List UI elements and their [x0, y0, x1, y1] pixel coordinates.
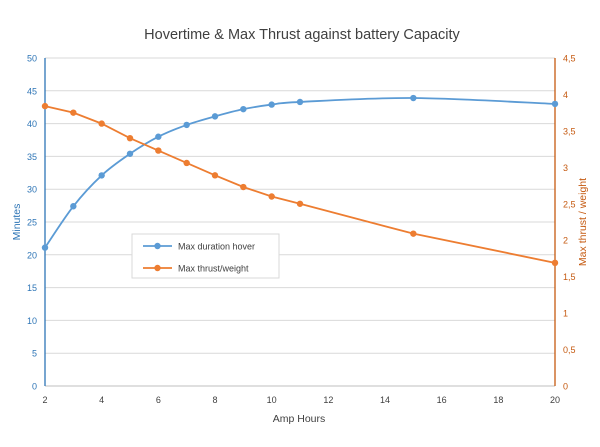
x-tick-label: 8	[212, 395, 217, 405]
x-tick-label: 6	[156, 395, 161, 405]
thrust-weight-point	[268, 193, 275, 200]
thrust-weight-point	[41, 102, 49, 110]
thrust-weight-point	[211, 172, 219, 179]
y-right-tick-label: 3	[563, 163, 568, 173]
legend-hover-duration-label: Max duration hover	[178, 242, 255, 252]
hover-duration-point	[126, 150, 134, 157]
legend: Max duration hover Max thrust/weight	[131, 233, 280, 279]
y-left-tick-label: 40	[27, 119, 37, 129]
thrust-weight-point	[410, 230, 417, 237]
tick-labels: 0 5 10 15 20 25 30 35 40 45 50 0 0,5 1 1,5 2 2,5 3 3,5 4 4,5…	[27, 54, 576, 406]
hover-duration-point	[183, 121, 190, 129]
thrust-weight-point	[98, 120, 105, 127]
hover-duration-point	[268, 101, 275, 108]
thrust-weight-point	[126, 134, 134, 142]
thrust-weight-point	[551, 259, 559, 267]
y-left-tick-label: 5	[32, 349, 37, 359]
legend-hover-duration-marker	[154, 242, 161, 250]
x-tick-label: 20	[550, 395, 560, 405]
hover-duration-point	[551, 100, 559, 108]
y-right-tick-label: 2,5	[563, 199, 576, 209]
hover-duration-point	[410, 94, 417, 102]
y-axis-right-label: Max thrust / weight	[577, 178, 589, 266]
hover-duration-point	[296, 98, 304, 106]
thrust-weight-point	[296, 200, 304, 207]
y-left-tick-label: 10	[27, 316, 37, 326]
y-left-tick-label: 50	[27, 54, 37, 64]
y-left-tick-label: 20	[27, 250, 37, 260]
x-tick-label: 2	[42, 395, 47, 405]
chart-title: Hovertime & Max Thrust against battery C…	[144, 27, 460, 43]
y-right-tick-label: 1,5	[563, 272, 576, 282]
x-tick-label: 16	[437, 395, 447, 405]
hover-duration-point	[155, 133, 162, 140]
hover-duration-point	[98, 172, 105, 179]
hover-duration-point	[240, 105, 247, 113]
x-tick-label: 4	[99, 395, 104, 405]
y-left-tick-label: 35	[27, 152, 37, 162]
legend-thrust-weight-label: Max thrust/weight	[178, 264, 249, 274]
x-tick-label: 18	[493, 395, 503, 405]
thrust-weight-point	[70, 109, 77, 116]
x-tick-label: 10	[267, 395, 277, 405]
thrust-weight-point	[183, 159, 190, 167]
axes	[44, 58, 556, 387]
y-right-tick-label: 4	[563, 90, 568, 100]
y-axis-left-label: Minutes	[11, 204, 23, 241]
y-right-tick-label: 3,5	[563, 126, 576, 136]
hover-duration-point	[211, 113, 219, 120]
y-right-tick-label: 0,5	[563, 345, 576, 355]
y-left-tick-label: 45	[27, 86, 37, 96]
thrust-weight-point	[155, 147, 162, 154]
hover-duration-point	[41, 244, 49, 251]
y-left-tick-label: 0	[32, 382, 37, 392]
hover-duration-point	[70, 203, 77, 210]
series-layer	[41, 94, 559, 267]
x-tick-label: 12	[323, 395, 333, 405]
y-left-tick-label: 15	[27, 283, 37, 293]
x-axis-label: Amp Hours	[273, 413, 326, 425]
y-right-tick-label: 1	[563, 309, 568, 319]
y-right-tick-label: 2	[563, 236, 568, 246]
y-left-tick-label: 30	[27, 185, 37, 195]
y-right-tick-label: 4,5	[563, 54, 576, 64]
x-tick-label: 14	[380, 395, 390, 405]
thrust-weight-point	[240, 183, 247, 191]
y-left-tick-label: 25	[27, 218, 37, 228]
y-right-tick-label: 0	[563, 382, 568, 392]
legend-thrust-weight-marker	[154, 264, 161, 272]
thrust-weight-line	[44, 105, 556, 264]
